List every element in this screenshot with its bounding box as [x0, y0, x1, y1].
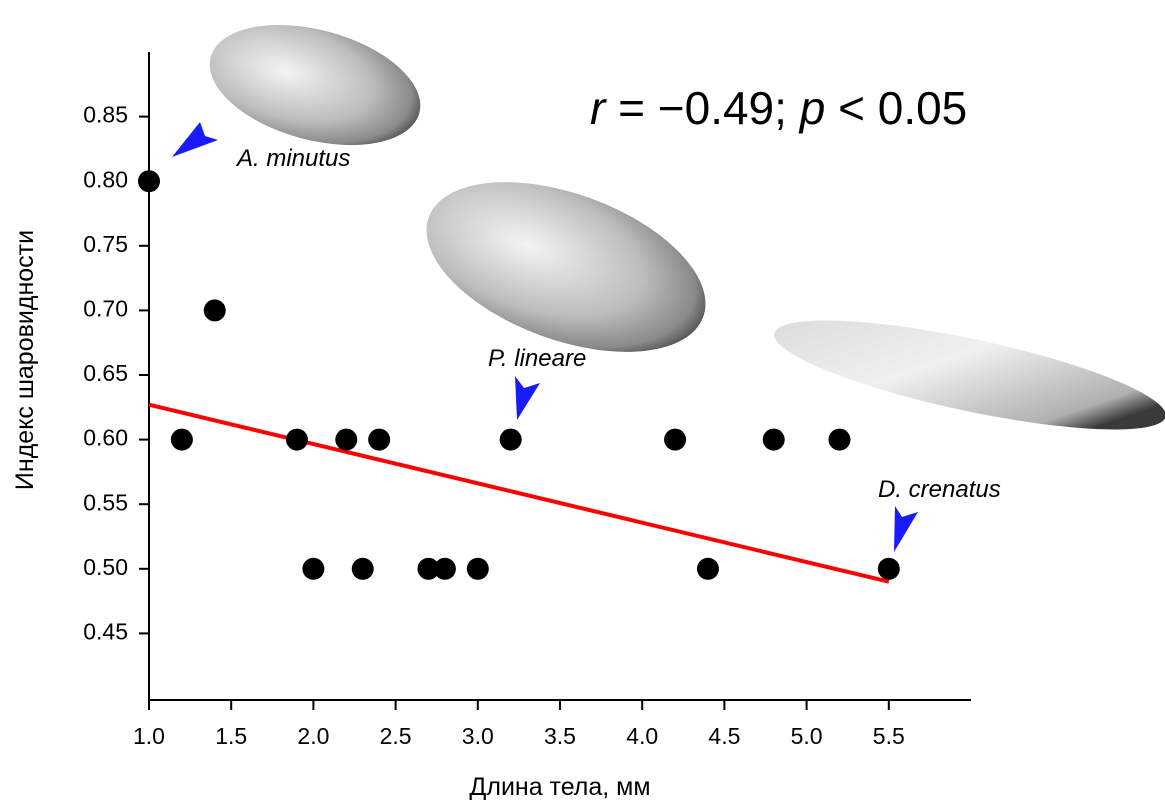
x-axis-title: Длина тела, мм	[469, 773, 650, 801]
point	[335, 428, 358, 451]
y-tick-label: 0.80	[83, 166, 128, 192]
arrow	[894, 506, 918, 552]
point	[138, 170, 160, 193]
x-tick-label: 3.5	[544, 723, 576, 749]
x-tick-label: 1.0	[133, 723, 165, 749]
point	[433, 557, 456, 580]
shape-illustration	[426, 182, 706, 352]
point	[203, 299, 226, 322]
stat-annotation: r = −0.49; p < 0.05	[590, 82, 967, 134]
y-tick-label: 0.55	[83, 489, 128, 515]
point	[170, 428, 193, 451]
stat-part: r	[590, 82, 607, 134]
trend-line	[148, 402, 890, 584]
point	[877, 557, 900, 580]
point	[368, 428, 391, 451]
species-label: P. lineare	[488, 345, 586, 372]
y-tick-label: 0.65	[83, 360, 128, 386]
point	[285, 428, 308, 451]
y-axis-title: Индекс шаровидности	[11, 230, 39, 490]
x-tick-label: 3.0	[462, 723, 494, 749]
y-tick-label: 0.70	[83, 295, 128, 321]
point	[302, 557, 325, 580]
shape-illustration	[209, 24, 421, 146]
point	[417, 557, 440, 580]
x-tick-label: 4.5	[708, 723, 740, 749]
shape-illustration	[774, 320, 1165, 430]
point	[664, 428, 687, 451]
y-tick-label: 0.85	[83, 102, 128, 128]
x-tick-label: 4.0	[626, 723, 658, 749]
species-label: D. crenatus	[878, 476, 1001, 503]
x-tick-label: 5.5	[873, 723, 905, 749]
point	[499, 428, 522, 451]
y-tick-label: 0.60	[83, 425, 128, 451]
x-tick-label: 2.0	[297, 723, 329, 749]
arrow	[172, 122, 218, 157]
point	[351, 557, 374, 580]
x-tick-label: 5.0	[791, 723, 823, 749]
stat-part: = −0.49;	[605, 82, 799, 134]
stat-part: < 0.05	[825, 82, 967, 134]
x-tick-label: 1.5	[215, 723, 247, 749]
point	[762, 428, 785, 451]
x-tick-label: 2.5	[380, 723, 412, 749]
stat-part: p	[798, 82, 826, 134]
y-tick-label: 0.50	[83, 554, 128, 580]
point	[828, 428, 851, 451]
arrow	[515, 376, 540, 420]
point	[466, 557, 489, 580]
y-tick-label: 0.75	[83, 231, 128, 257]
species-label: A. minutus	[235, 145, 350, 172]
point	[696, 557, 719, 580]
y-tick-label: 0.45	[83, 618, 128, 644]
